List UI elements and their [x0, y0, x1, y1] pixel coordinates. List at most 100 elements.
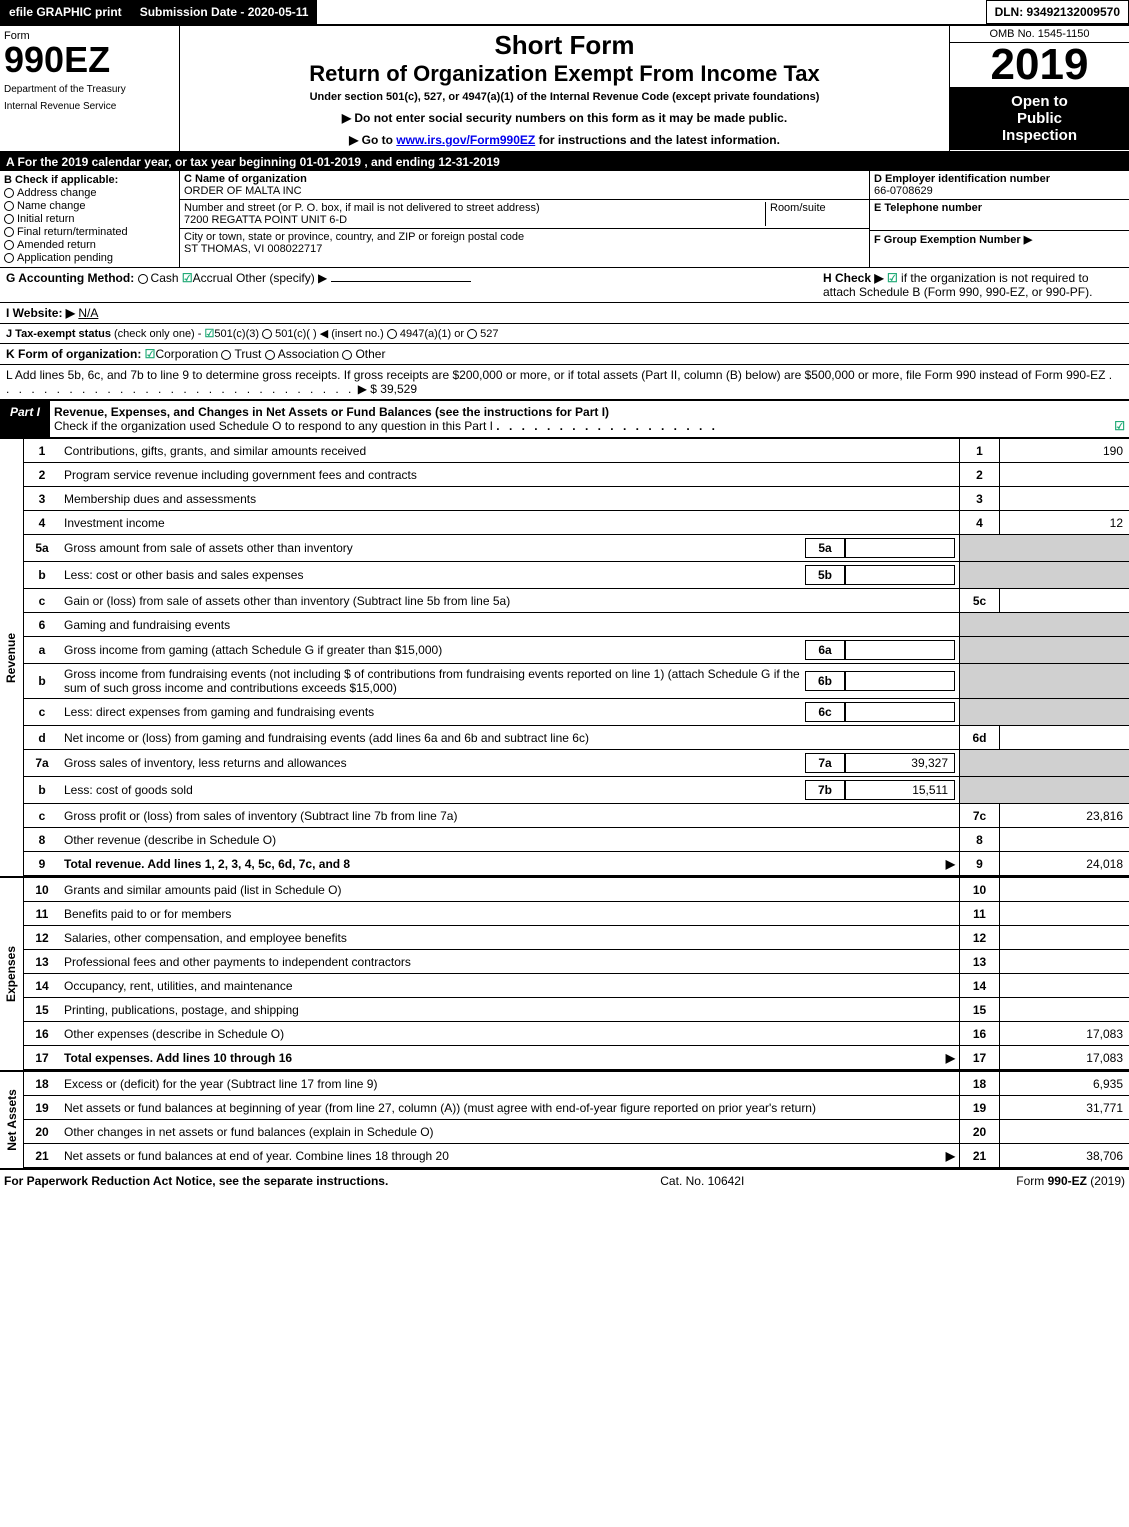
table-row: bGross income from fundraising events (n… — [24, 664, 1129, 699]
table-row: 8Other revenue (describe in Schedule O)8 — [24, 828, 1129, 852]
line-ref: 6d — [959, 726, 999, 749]
revenue-sidelabel: Revenue — [0, 439, 24, 876]
table-row: 17Total expenses. Add lines 10 through 1… — [24, 1046, 1129, 1070]
table-row: dNet income or (loss) from gaming and fu… — [24, 726, 1129, 750]
line-description: Grants and similar amounts paid (list in… — [60, 878, 959, 901]
line-number: 3 — [24, 487, 60, 510]
table-row: 11Benefits paid to or for members11 — [24, 902, 1129, 926]
dln-label: DLN: 93492132009570 — [986, 0, 1129, 24]
name-change-option[interactable]: Name change — [4, 200, 175, 212]
table-row: cGross profit or (loss) from sales of in… — [24, 804, 1129, 828]
goto-pre: ▶ Go to — [349, 133, 396, 147]
table-row: 14Occupancy, rent, utilities, and mainte… — [24, 974, 1129, 998]
form-ref: Form 990-EZ (2019) — [1016, 1174, 1125, 1188]
line-g-h: G Accounting Method: Cash ☑Accrual Other… — [0, 268, 1129, 303]
initial-return-option[interactable]: Initial return — [4, 213, 175, 225]
efile-label[interactable]: efile GRAPHIC print — [0, 0, 131, 24]
line-number: 11 — [24, 902, 60, 925]
warning-ssn: ▶ Do not enter social security numbers o… — [184, 111, 945, 125]
line-description: Printing, publications, postage, and shi… — [60, 998, 959, 1021]
table-row: 20Other changes in net assets or fund ba… — [24, 1120, 1129, 1144]
line-ref: 11 — [959, 902, 999, 925]
website: N/A — [78, 306, 98, 320]
line-ref: 4 — [959, 511, 999, 534]
line-value — [999, 487, 1129, 510]
table-row: 4Investment income412 — [24, 511, 1129, 535]
line-description: Program service revenue including govern… — [60, 463, 959, 486]
line-ref: 2 — [959, 463, 999, 486]
line-ref: 9 — [959, 852, 999, 875]
trust-check[interactable] — [221, 350, 231, 360]
app-pending-option[interactable]: Application pending — [4, 252, 175, 264]
final-return-option[interactable]: Final return/terminated — [4, 226, 175, 238]
line-ref: 20 — [959, 1120, 999, 1143]
d-label: D Employer identification number — [874, 173, 1125, 185]
part1-header: Part I Revenue, Expenses, and Changes in… — [0, 400, 1129, 438]
line-ref: 16 — [959, 1022, 999, 1045]
table-row: 12Salaries, other compensation, and empl… — [24, 926, 1129, 950]
org-city: ST THOMAS, VI 008022717 — [184, 243, 865, 255]
table-row: 15Printing, publications, postage, and s… — [24, 998, 1129, 1022]
irs-link[interactable]: www.irs.gov/Form990EZ — [396, 133, 535, 147]
netassets-section: Net Assets 18Excess or (deficit) for the… — [0, 1070, 1129, 1168]
4947-check[interactable] — [387, 329, 397, 339]
line-value: 31,771 — [999, 1096, 1129, 1119]
amended-return-option[interactable]: Amended return — [4, 239, 175, 251]
line-value — [999, 878, 1129, 901]
line-description: Excess or (deficit) for the year (Subtra… — [60, 1072, 959, 1095]
line-number: d — [24, 726, 60, 749]
assoc-check[interactable] — [265, 350, 275, 360]
org-name: ORDER OF MALTA INC — [184, 185, 865, 197]
sub-line-value — [845, 565, 955, 585]
table-row: 2Program service revenue including gover… — [24, 463, 1129, 487]
line-value — [999, 1120, 1129, 1143]
ein: 66-0708629 — [874, 185, 1125, 197]
line-value — [999, 926, 1129, 949]
line-value: 23,816 — [999, 804, 1129, 827]
line-number: b — [24, 777, 60, 803]
line-description: Net assets or fund balances at beginning… — [60, 1096, 959, 1119]
line-number: 14 — [24, 974, 60, 997]
527-check[interactable] — [467, 329, 477, 339]
shaded-cell — [959, 664, 1129, 698]
cash-checkbox[interactable] — [138, 274, 148, 284]
addr-change-option[interactable]: Address change — [4, 187, 175, 199]
sub-line-value — [845, 671, 955, 691]
line-ref: 13 — [959, 950, 999, 973]
sub-line-value: 15,511 — [845, 780, 955, 800]
sub-line-ref: 5b — [805, 565, 845, 585]
line-description: Contributions, gifts, grants, and simila… — [60, 439, 959, 462]
line-number: b — [24, 664, 60, 698]
other-check[interactable] — [342, 350, 352, 360]
section-def: D Employer identification number 66-0708… — [869, 171, 1129, 267]
expenses-sidelabel: Expenses — [0, 878, 24, 1070]
corp-check: ☑ — [145, 347, 156, 361]
sub-line-ref: 6c — [805, 702, 845, 722]
line-ref: 5c — [959, 589, 999, 612]
501c-check[interactable] — [262, 329, 272, 339]
line-ref: 17 — [959, 1046, 999, 1069]
schedule-o-check: ☑ — [1114, 419, 1125, 433]
line-number: 6 — [24, 613, 60, 636]
line-number: 5a — [24, 535, 60, 561]
sub-line-value — [845, 538, 955, 558]
section-c: C Name of organization ORDER OF MALTA IN… — [180, 171, 869, 267]
revenue-section: Revenue 1Contributions, gifts, grants, a… — [0, 438, 1129, 876]
line-ref: 15 — [959, 998, 999, 1021]
return-title: Return of Organization Exempt From Incom… — [184, 61, 945, 87]
line-description: Membership dues and assessments — [60, 487, 959, 510]
g-label: G Accounting Method: — [6, 271, 134, 285]
line-description: Less: cost of goods sold7b15,511 — [60, 777, 959, 803]
line-number: c — [24, 804, 60, 827]
line-description: Total revenue. Add lines 1, 2, 3, 4, 5c,… — [60, 852, 959, 875]
paperwork-notice: For Paperwork Reduction Act Notice, see … — [4, 1174, 388, 1188]
line-number: a — [24, 637, 60, 663]
line-i: I Website: ▶ N/A — [0, 303, 1129, 324]
addr-label: Number and street (or P. O. box, if mail… — [184, 202, 765, 214]
line-value: 12 — [999, 511, 1129, 534]
table-row: 13Professional fees and other payments t… — [24, 950, 1129, 974]
line-number: 2 — [24, 463, 60, 486]
line-ref: 19 — [959, 1096, 999, 1119]
table-row: 10Grants and similar amounts paid (list … — [24, 878, 1129, 902]
line-number: 8 — [24, 828, 60, 851]
